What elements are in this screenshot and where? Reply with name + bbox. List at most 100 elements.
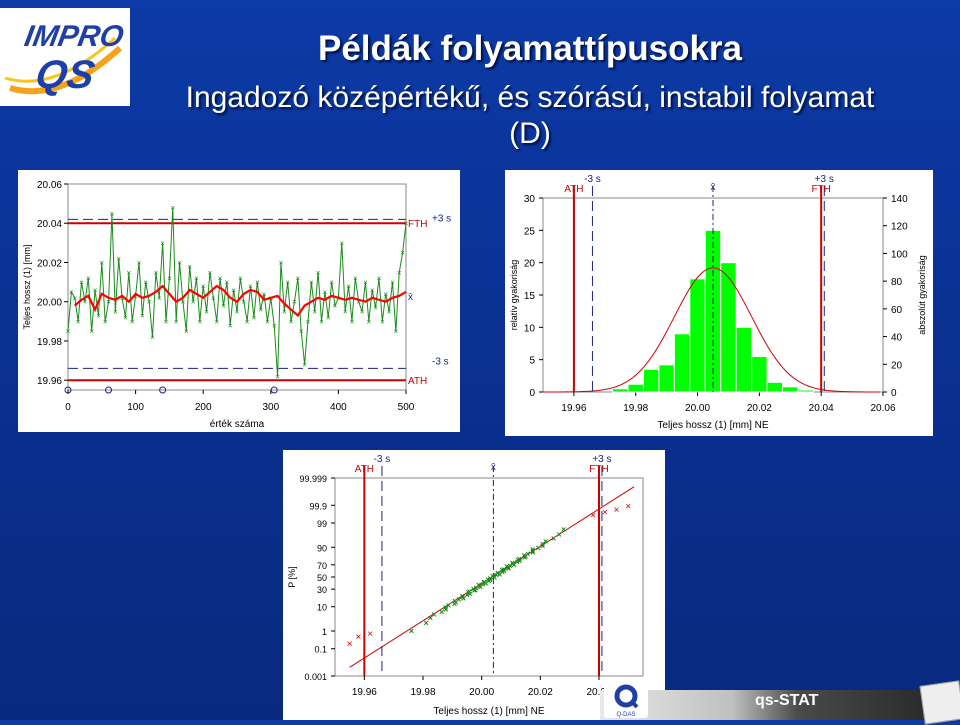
raw-data-point: × — [333, 302, 338, 311]
raw-data-point: × — [370, 286, 375, 295]
data-point-green: × — [446, 601, 451, 611]
plus3s-label: +3 s — [592, 454, 611, 465]
raw-data-point: × — [377, 274, 382, 283]
data-point-green: × — [510, 559, 515, 569]
raw-data-point: × — [76, 317, 81, 326]
raw-data-point: × — [383, 290, 388, 299]
data-point-green: × — [561, 524, 566, 534]
raw-data-point: × — [248, 282, 253, 291]
data-point-green: × — [467, 587, 472, 597]
raw-data-point: × — [170, 204, 175, 213]
x-tick-label: 19.96 — [352, 687, 377, 698]
histogram-bar — [704, 229, 722, 393]
raw-data-point: × — [208, 268, 213, 277]
y-tick-label: 1 — [322, 627, 327, 637]
logo-text-1: IMPRO — [22, 20, 126, 53]
histogram-bar — [720, 262, 737, 393]
raw-data-point: × — [400, 249, 405, 258]
data-point-green: × — [506, 564, 511, 574]
y2-tick-label: 40 — [891, 333, 903, 344]
data-point-green: × — [506, 563, 511, 573]
raw-data-point: × — [306, 317, 311, 326]
x-tick-label: 300 — [262, 402, 279, 413]
raw-data-point: × — [133, 292, 138, 301]
data-point-red: × — [625, 502, 631, 513]
raw-data-point: × — [285, 278, 290, 287]
raw-data-point: × — [83, 298, 88, 307]
raw-data-point: × — [366, 317, 371, 326]
data-point-green: × — [487, 575, 492, 585]
run-chart-panel: 19.96 19.98 20.00 20.02 20.04 20.06 0 100 200 300… — [18, 170, 460, 432]
raw-data-point: × — [79, 278, 84, 287]
raw-data-point: × — [187, 262, 192, 271]
raw-data-point: × — [265, 317, 270, 326]
raw-data-point: × — [211, 294, 216, 303]
raw-data-point: × — [89, 327, 94, 336]
raw-data-point: × — [316, 268, 321, 277]
y2-tick-label: 100 — [891, 249, 908, 260]
data-point-green: × — [491, 572, 496, 582]
raw-data-point: × — [160, 239, 165, 248]
y-tick-label: 0.1 — [314, 645, 327, 655]
raw-data-point: × — [397, 268, 402, 277]
raw-data-point: × — [343, 308, 348, 317]
y2-tick-label: 80 — [891, 277, 903, 288]
run-chart: 19.96 19.98 20.00 20.02 20.04 20.06 0 100 200 300… — [22, 180, 451, 430]
probability-plot: 0.001 0.1 1 10 30 50 70 90 99 99.9 99.999 19.96 19.9… — [287, 454, 644, 717]
y-tick-label: 20.02 — [37, 258, 62, 269]
y-tick-label: 90 — [317, 543, 327, 553]
raw-data-point: × — [326, 313, 331, 322]
raw-data-point: × — [387, 308, 392, 317]
raw-data-point: × — [123, 313, 128, 322]
raw-data-point: × — [181, 298, 186, 307]
plus3s-label: +3 s — [432, 213, 451, 224]
slide-subtitle: Ingadozó középértékű, és szórású, instab… — [120, 80, 940, 152]
raw-data-point: × — [309, 278, 314, 287]
data-point-green: × — [530, 545, 535, 555]
data-point-green: × — [476, 580, 481, 590]
raw-data-point: × — [279, 258, 284, 267]
y-tick-label: 99.9 — [309, 501, 327, 511]
data-point-green: × — [428, 613, 433, 623]
raw-data-point: × — [167, 274, 172, 283]
y-tick-label: 99 — [317, 519, 327, 529]
x-tick-label: 200 — [195, 402, 212, 413]
data-point-green: × — [486, 576, 491, 586]
data-point-green: × — [477, 581, 482, 591]
histogram-bar — [642, 368, 660, 393]
raw-data-point: × — [69, 288, 74, 297]
raw-data-point: × — [258, 306, 263, 315]
histogram-chart: 0 5 10 15 20 25 30 0 20 40 60 80 100 120 140 19.96 19.98… — [509, 174, 927, 431]
data-point-red: × — [602, 508, 608, 519]
data-point-red: × — [347, 639, 353, 650]
raw-data-point: × — [356, 298, 361, 307]
raw-data-point: × — [174, 317, 179, 326]
data-point-green: × — [424, 618, 429, 628]
y-axis-label: P [%] — [287, 566, 297, 587]
raw-data-point: × — [225, 278, 230, 287]
x-tick-label: 20.00 — [685, 403, 710, 414]
data-point-green: × — [466, 588, 471, 598]
data-point-green: × — [536, 543, 541, 553]
data-point-green: × — [497, 569, 502, 579]
y-tick-label: 0.001 — [304, 672, 327, 682]
raw-data-point: × — [120, 294, 125, 303]
histogram-bar — [658, 364, 675, 393]
raw-data-point: × — [127, 268, 132, 277]
histogram-bar — [612, 388, 629, 393]
data-point-green: × — [510, 558, 515, 568]
data-point-green: × — [525, 549, 530, 559]
raw-data-point: × — [164, 317, 169, 326]
normal-curve — [542, 267, 880, 393]
raw-data-point: × — [299, 327, 304, 336]
y-tick-label: 25 — [524, 226, 536, 237]
impro-qs-logo: IMPRO QS — [0, 8, 130, 106]
ath-label: ATH — [355, 464, 374, 475]
y-tick-label: 5 — [529, 356, 535, 367]
data-point-green: × — [431, 610, 436, 620]
raw-data-point: × — [204, 308, 209, 317]
y-axis-label: Teljes hossz (1) [mm] — [22, 244, 32, 329]
data-point-green: × — [471, 584, 476, 594]
data-point-green: × — [480, 579, 485, 589]
raw-data-point: × — [218, 274, 223, 283]
